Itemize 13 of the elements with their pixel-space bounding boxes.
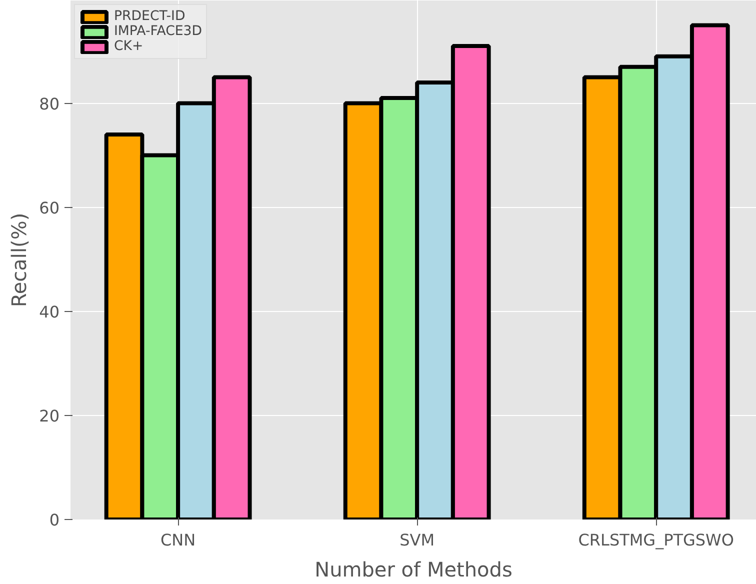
y-tick-label: 60 bbox=[39, 198, 60, 218]
y-tick-label: 20 bbox=[39, 406, 60, 426]
x-tick-label: CNN bbox=[160, 530, 196, 550]
y-tick-label: 0 bbox=[49, 510, 60, 530]
y-tick-label: 80 bbox=[39, 94, 60, 114]
x-tick-label: SVM bbox=[400, 530, 435, 550]
y-tick-label: 40 bbox=[39, 302, 60, 322]
y-axis-title: Recall(%) bbox=[7, 212, 32, 308]
legend-label: IMPA-FACE3D bbox=[114, 24, 202, 39]
x-axis-title: Number of Methods bbox=[314, 558, 512, 582]
legend-label: PRDECT-ID bbox=[114, 9, 186, 24]
x-tick-label: CRLSTMG_PTGSWO bbox=[578, 530, 734, 550]
legend-label: CK+ bbox=[114, 39, 144, 54]
